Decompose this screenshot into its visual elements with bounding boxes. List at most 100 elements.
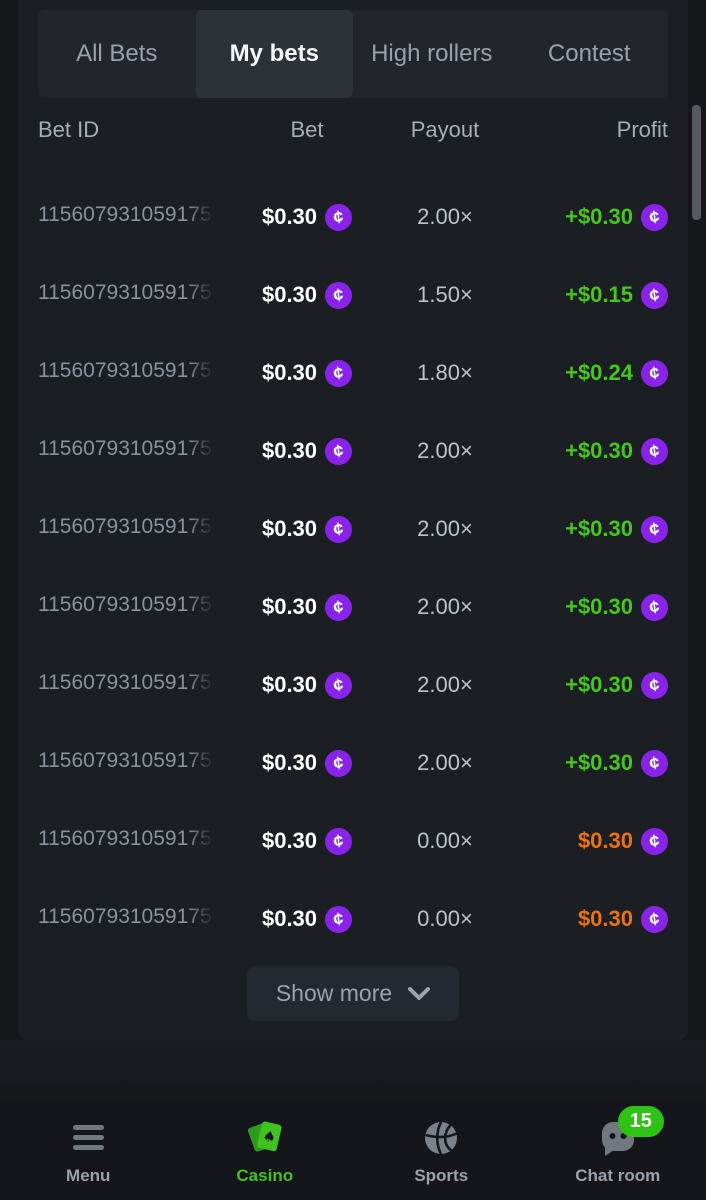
- payout-value: 2.00×: [417, 594, 473, 619]
- profit-value: +$0.30: [565, 594, 633, 619]
- table-header-row: Bet ID Bet Payout Profit: [18, 98, 688, 162]
- bet-cell: $0.30 ¢: [238, 435, 376, 467]
- profit-cell: +$0.30 ¢: [514, 591, 670, 623]
- bet-amount: $0.30: [261, 594, 318, 619]
- cent-coin-icon: ¢: [323, 825, 354, 857]
- show-more-button[interactable]: Show more: [247, 966, 459, 1021]
- table-row[interactable]: 1156079310591754 $0.30 ¢ 2.00× +$0.30 ¢: [18, 178, 688, 256]
- bet-cell: $0.30 ¢: [238, 279, 376, 311]
- profit-cell: +$0.30 ¢: [514, 513, 670, 545]
- tab-contest[interactable]: Contest: [547, 40, 631, 67]
- profit-cell: +$0.30 ¢: [514, 435, 670, 467]
- bet-id: 1156079310591754: [38, 592, 216, 616]
- table-row[interactable]: 1156079310591754 $0.30 ¢ 2.00× +$0.30 ¢: [18, 490, 688, 568]
- bet-amount: $0.30: [261, 672, 318, 697]
- cent-coin-icon: ¢: [639, 357, 670, 389]
- page-scrollbar[interactable]: [692, 105, 701, 220]
- cent-coin-icon: ¢: [639, 747, 670, 779]
- bet-amount: $0.30: [261, 516, 318, 541]
- profit-value: +$0.30: [565, 750, 633, 775]
- basketball-icon: [423, 1118, 459, 1158]
- nav-label-casino: Casino: [236, 1165, 294, 1185]
- tab-high-rollers[interactable]: High rollers: [371, 40, 493, 67]
- profit-value: +$0.24: [565, 360, 633, 385]
- bet-id-cell: 1156079310591754: [38, 281, 238, 310]
- table-row[interactable]: 1156079310591754 $0.30 ¢ 0.00× $0.30 ¢: [18, 880, 688, 958]
- bet-cell: $0.30 ¢: [238, 201, 376, 233]
- nav-item-casino[interactable]: ♠ Casino: [177, 1103, 354, 1200]
- bet-cell: $0.30 ¢: [238, 591, 376, 623]
- cent-coin-icon: ¢: [323, 435, 354, 467]
- bet-id-cell: 1156079310591754: [38, 359, 238, 388]
- bet-amount: $0.30: [261, 438, 318, 463]
- table-row[interactable]: 1156079310591754 $0.30 ¢ 2.00× +$0.30 ¢: [18, 568, 688, 646]
- bet-id: 1156079310591754: [38, 202, 216, 226]
- table-row[interactable]: 1156079310591754 $0.30 ¢ 1.80× +$0.24 ¢: [18, 334, 688, 412]
- profit-cell: +$0.30 ¢: [514, 669, 670, 701]
- bet-id: 1156079310591754: [38, 748, 216, 772]
- header-bet: Bet: [290, 117, 324, 142]
- bet-id-cell: 1156079310591754: [38, 203, 238, 232]
- table-row[interactable]: 1156079310591754 $0.30 ¢ 2.00× +$0.30 ¢: [18, 724, 688, 802]
- profit-cell: +$0.30 ¢: [514, 201, 670, 233]
- bet-id: 1156079310591754: [38, 670, 216, 694]
- bet-id-cell: 1156079310591754: [38, 827, 238, 856]
- bet-cell: $0.30 ¢: [238, 747, 376, 779]
- nav-item-sports[interactable]: Sports: [353, 1103, 530, 1200]
- table-row[interactable]: 1156079310591754 $0.30 ¢ 2.00× +$0.30 ¢: [18, 412, 688, 490]
- chat-unread-badge: 15: [617, 1105, 664, 1137]
- nav-label-menu: Menu: [66, 1165, 111, 1185]
- bet-cell: $0.30 ¢: [238, 825, 376, 857]
- cent-coin-icon: ¢: [323, 591, 354, 623]
- table-row[interactable]: 1156079310591754 $0.30 ¢ 2.00× +$0.30 ¢: [18, 646, 688, 724]
- cent-coin-icon: ¢: [639, 591, 670, 623]
- bet-amount: $0.30: [261, 906, 318, 931]
- show-more-label: Show more: [275, 980, 393, 1006]
- header-profit: Profit: [616, 117, 668, 142]
- cent-coin-icon: ¢: [639, 201, 670, 233]
- bet-id: 1156079310591754: [38, 358, 216, 382]
- bottom-navigation: Menu ♠ Casino: [0, 1103, 706, 1200]
- bet-id: 1156079310591754: [38, 280, 216, 304]
- bet-id-cell: 1156079310591754: [38, 515, 238, 544]
- tab-my-bets[interactable]: My bets: [195, 10, 353, 98]
- profit-value: +$0.30: [565, 438, 633, 463]
- tab-all-bets[interactable]: All Bets: [76, 40, 158, 67]
- nav-item-chat-room[interactable]: 15 Chat room: [530, 1103, 706, 1200]
- profit-cell: +$0.30 ¢: [514, 747, 670, 779]
- cent-coin-icon: ¢: [639, 903, 670, 935]
- bets-tabbar: All Bets My bets High rollers Contest: [38, 10, 668, 98]
- profit-value: $0.30: [577, 828, 633, 853]
- header-bet-id: Bet ID: [38, 117, 100, 142]
- cent-coin-icon: ¢: [639, 513, 670, 545]
- casino-cards-icon: ♠: [244, 1118, 286, 1158]
- bet-cell: $0.30 ¢: [238, 357, 376, 389]
- bet-amount: $0.30: [261, 360, 318, 385]
- bets-panel: All Bets My bets High rollers Contest Be…: [18, 0, 688, 1040]
- cent-coin-icon: ¢: [323, 357, 354, 389]
- svg-text:♠: ♠: [260, 1126, 277, 1147]
- bet-cell: $0.30 ¢: [238, 513, 376, 545]
- payout-value: 2.00×: [417, 516, 473, 541]
- cent-coin-icon: ¢: [323, 669, 354, 701]
- chat-bubble-icon: 15: [598, 1105, 664, 1158]
- nav-label-chat-room: Chat room: [575, 1165, 661, 1185]
- payout-value: 2.00×: [417, 438, 473, 463]
- nav-label-sports: Sports: [414, 1165, 469, 1185]
- table-body: 1156079310591754 $0.30 ¢ 2.00× +$0.30 ¢ …: [18, 162, 688, 958]
- nav-item-menu[interactable]: Menu: [0, 1103, 177, 1200]
- payout-value: 1.80×: [417, 360, 473, 385]
- cent-coin-icon: ¢: [323, 903, 354, 935]
- cent-coin-icon: ¢: [323, 513, 354, 545]
- table-row[interactable]: 1156079310591754 $0.30 ¢ 1.50× +$0.15 ¢: [18, 256, 688, 334]
- payout-value: 0.00×: [417, 906, 473, 931]
- bet-id-cell: 1156079310591754: [38, 671, 238, 700]
- bet-id-cell: 1156079310591754: [38, 593, 238, 622]
- bet-cell: $0.30 ¢: [238, 903, 376, 935]
- cent-coin-icon: ¢: [639, 825, 670, 857]
- bet-amount: $0.30: [261, 282, 318, 307]
- bet-amount: $0.30: [261, 828, 318, 853]
- bet-id: 1156079310591754: [38, 826, 216, 850]
- table-row[interactable]: 1156079310591754 $0.30 ¢ 0.00× $0.30 ¢: [18, 802, 688, 880]
- profit-value: +$0.30: [565, 516, 633, 541]
